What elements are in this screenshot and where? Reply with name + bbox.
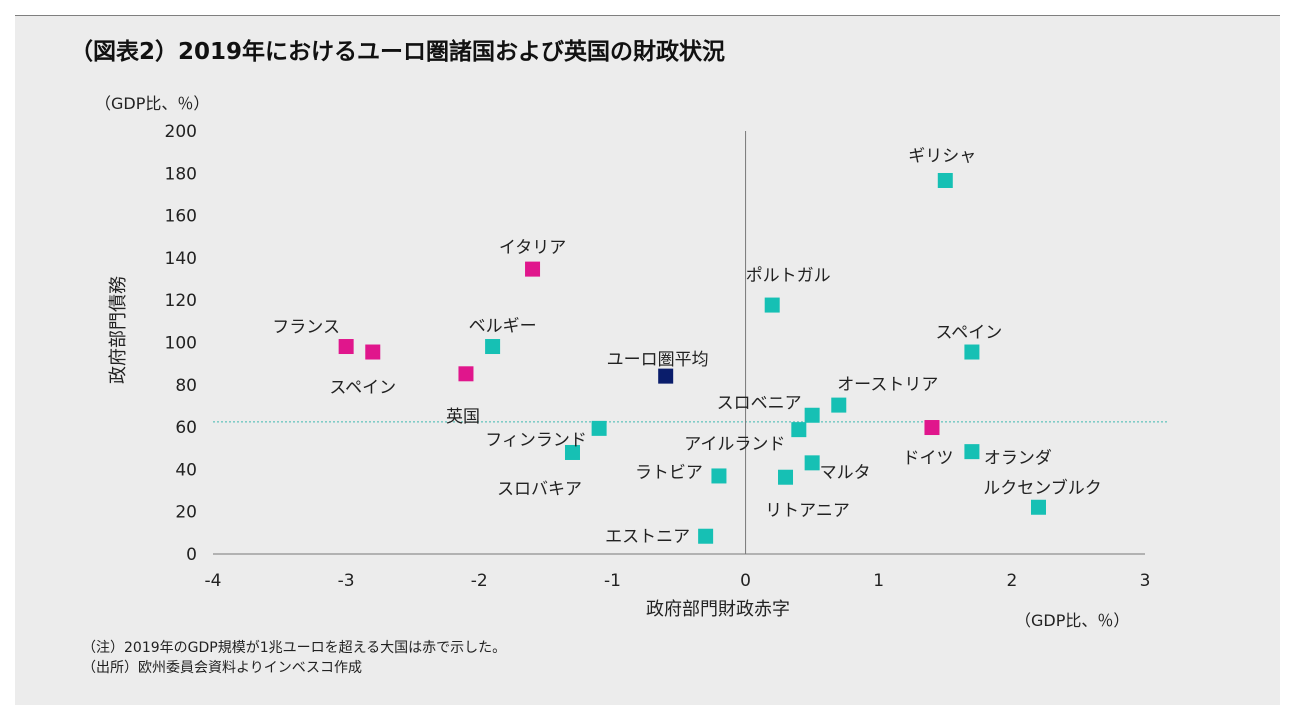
- x-tick-label: 1: [873, 571, 884, 591]
- data-point: [804, 455, 820, 471]
- data-label: フィンランド: [485, 430, 587, 450]
- y-tick-label: 120: [165, 291, 197, 311]
- data-label: ポルトガル: [746, 266, 831, 286]
- y-tick-label: 60: [175, 418, 197, 438]
- y-tick-label: 160: [165, 207, 197, 227]
- y-tick-label: 80: [175, 376, 197, 396]
- data-point: [937, 172, 953, 188]
- data-label: ギリシャ: [908, 146, 976, 166]
- data-label: フランス: [272, 318, 340, 338]
- data-point: [564, 444, 580, 460]
- x-tick-label: -2: [471, 571, 488, 591]
- data-label: ユーロ圏平均: [607, 350, 709, 370]
- data-point: [525, 261, 541, 277]
- axis-layer: [213, 131, 1145, 555]
- data-label: 英国: [446, 407, 480, 427]
- data-point: [698, 528, 714, 544]
- data-label: ラトビア: [635, 463, 703, 483]
- data-label: オランダ: [984, 449, 1052, 469]
- y-tick-label: 0: [186, 545, 197, 565]
- x-tick-label: -3: [338, 571, 355, 591]
- data-point: [485, 339, 501, 355]
- y-axis-label: 政府部門債務: [108, 276, 129, 384]
- y-tick-label: 20: [175, 503, 197, 523]
- source-line: （出所）欧州委員会資料よりインベスコ作成: [82, 660, 362, 676]
- data-point: [711, 468, 727, 484]
- data-point-layer: [338, 172, 1046, 544]
- data-label: マルタ: [820, 463, 871, 483]
- y-tick-label: 40: [175, 460, 197, 480]
- data-label: スペイン: [329, 378, 396, 398]
- data-label: スロバキア: [497, 479, 582, 499]
- x-tick-label: -1: [604, 571, 621, 591]
- top-rule: [15, 15, 1280, 16]
- x-axis-unit: （GDP比、％）: [1015, 611, 1130, 630]
- data-point: [591, 420, 607, 436]
- x-tick-label: 2: [1006, 571, 1017, 591]
- y-tick-label: 140: [165, 249, 197, 269]
- tick-label-layer: -4 -3 -2 -1 0 1 2 3 0 20 40 60 80 100 120 140 160 180 200: [165, 122, 1151, 591]
- data-label: イタリア: [499, 238, 566, 258]
- x-tick-label: -4: [205, 571, 222, 591]
- data-label: エストニア: [605, 527, 690, 547]
- data-label: アイルランド: [684, 435, 785, 455]
- data-point: [804, 407, 820, 423]
- data-label: スペイン: [936, 323, 1003, 343]
- x-tick-label: 0: [740, 571, 751, 591]
- x-tick-label: 3: [1140, 571, 1151, 591]
- data-label: ドイツ: [902, 449, 953, 469]
- data-point: [964, 344, 980, 360]
- data-label: オーストリア: [837, 375, 938, 395]
- data-point: [458, 366, 474, 382]
- data-point: [964, 444, 980, 460]
- notes: （注）2019年のGDP規模が1兆ユーロを超える大国は赤で示した。 （出所）欧州…: [82, 638, 506, 678]
- data-point: [365, 344, 381, 360]
- note-line: （注）2019年のGDP規模が1兆ユーロを超える大国は赤で示した。: [82, 640, 507, 656]
- data-label: ルクセンブルク: [983, 477, 1102, 498]
- data-label: リトアニア: [765, 501, 850, 521]
- y-axis-unit: （GDP比、％）: [95, 94, 210, 113]
- data-point: [1030, 499, 1046, 515]
- data-point: [924, 420, 940, 436]
- data-point: [831, 397, 847, 413]
- data-label: スロベニア: [717, 393, 802, 413]
- data-point: [791, 422, 807, 438]
- y-tick-label: 180: [165, 164, 197, 184]
- chart-title: （図表2）2019年におけるユーロ圏諸国および英国の財政状況: [70, 39, 726, 65]
- data-point: [764, 297, 780, 313]
- data-label: ベルギー: [469, 317, 537, 337]
- chart-panel: [15, 15, 1280, 705]
- data-point: [778, 469, 794, 485]
- y-tick-label: 200: [165, 122, 197, 142]
- x-axis-label: 政府部門財政赤字: [646, 599, 790, 620]
- data-point: [338, 339, 354, 355]
- y-tick-label: 100: [165, 334, 197, 354]
- data-point: [658, 368, 674, 384]
